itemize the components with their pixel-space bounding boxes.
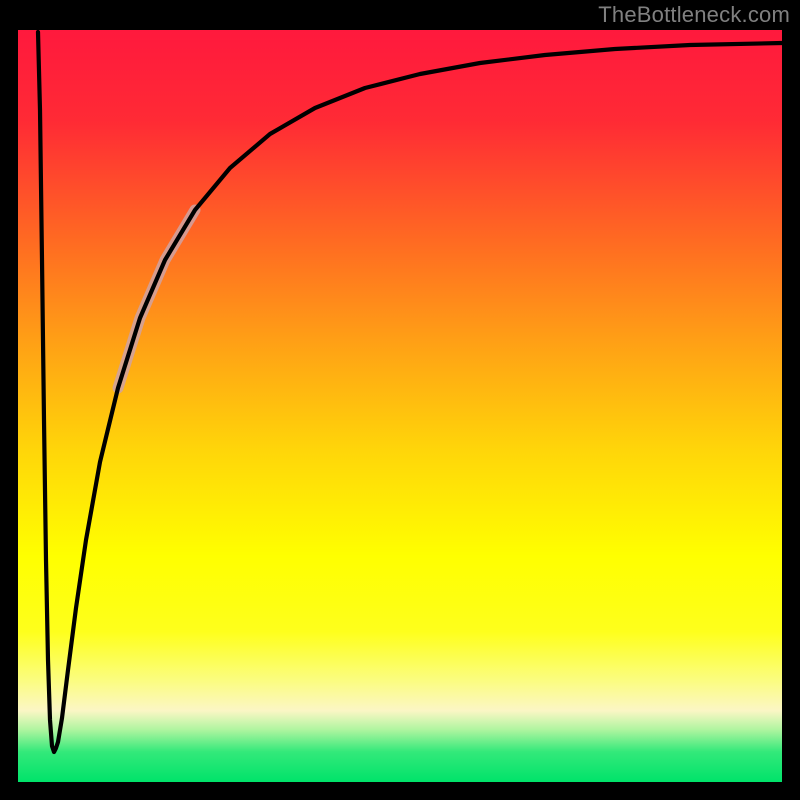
chart-container: TheBottleneck.com	[0, 0, 800, 800]
gradient-curve-chart	[0, 0, 800, 800]
plot-area	[18, 30, 782, 782]
watermark-text: TheBottleneck.com	[598, 2, 790, 28]
